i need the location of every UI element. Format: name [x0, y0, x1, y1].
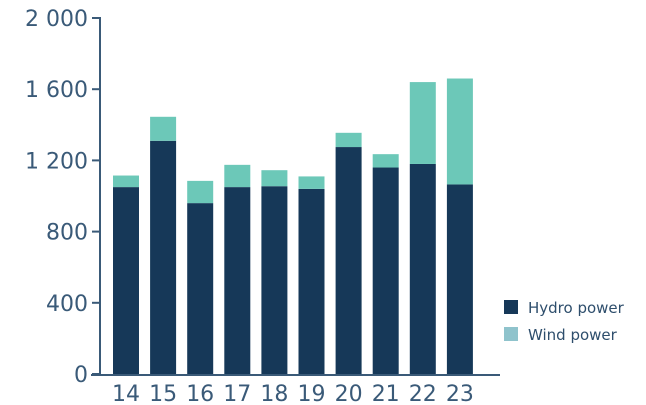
y-tick-label-0: 0: [74, 363, 88, 388]
x-tick-label-19: 19: [298, 382, 326, 405]
x-tick-label-20: 20: [335, 382, 363, 405]
bar-hydro-power-18: [261, 186, 288, 374]
bar-wind-power-17: [224, 164, 251, 188]
bar-hydro-power-16: [187, 203, 214, 374]
bar-hydro-power-15: [150, 140, 177, 374]
bars-group: [113, 78, 473, 374]
bar-hydro-power-20: [335, 147, 362, 374]
bar-wind-power-16: [187, 180, 214, 204]
y-tick-label-5: 2 000: [25, 7, 88, 32]
y-axis-ticks: 0 400 800 1 200 1 600 2 000: [25, 7, 100, 388]
x-tick-label-21: 21: [372, 382, 400, 405]
bar-wind-power-14: [113, 175, 139, 188]
y-tick-label-4: 1 600: [25, 78, 88, 103]
x-axis-ticks: 14 15 16 17 18 19 20 21 22 23: [112, 382, 474, 405]
x-tick-label-23: 23: [446, 382, 474, 405]
legend-label-wind-power: Wind power: [528, 326, 618, 344]
bar-wind-power-23: [446, 78, 473, 185]
bar-wind-power-20: [335, 132, 362, 148]
legend-label-hydro-power: Hydro power: [528, 299, 625, 317]
x-tick-label-17: 17: [223, 382, 251, 405]
bar-wind-power-19: [298, 176, 325, 189]
bar-wind-power-21: [372, 154, 399, 168]
bar-hydro-power-14: [113, 187, 139, 374]
bar-wind-power-18: [261, 170, 288, 187]
bar-hydro-power-19: [298, 188, 325, 374]
bar-wind-power-22: [409, 82, 436, 164]
legend: Hydro power Wind power: [504, 299, 625, 344]
bar-hydro-power-22: [409, 163, 436, 374]
legend-swatch-hydro-power: [504, 300, 518, 314]
bar-wind-power-15: [150, 116, 177, 141]
x-tick-label-14: 14: [112, 382, 140, 405]
y-tick-label-2: 800: [46, 221, 88, 246]
x-tick-label-18: 18: [260, 382, 288, 405]
x-tick-label-22: 22: [409, 382, 437, 405]
legend-swatch-wind-power: [504, 327, 518, 341]
x-tick-label-15: 15: [149, 382, 177, 405]
bar-hydro-power-23: [446, 184, 473, 374]
bar-hydro-power-17: [224, 187, 251, 374]
y-tick-label-3: 1 200: [25, 149, 88, 174]
x-tick-label-16: 16: [186, 382, 214, 405]
y-tick-label-1: 400: [46, 292, 88, 317]
bar-hydro-power-21: [372, 167, 399, 374]
